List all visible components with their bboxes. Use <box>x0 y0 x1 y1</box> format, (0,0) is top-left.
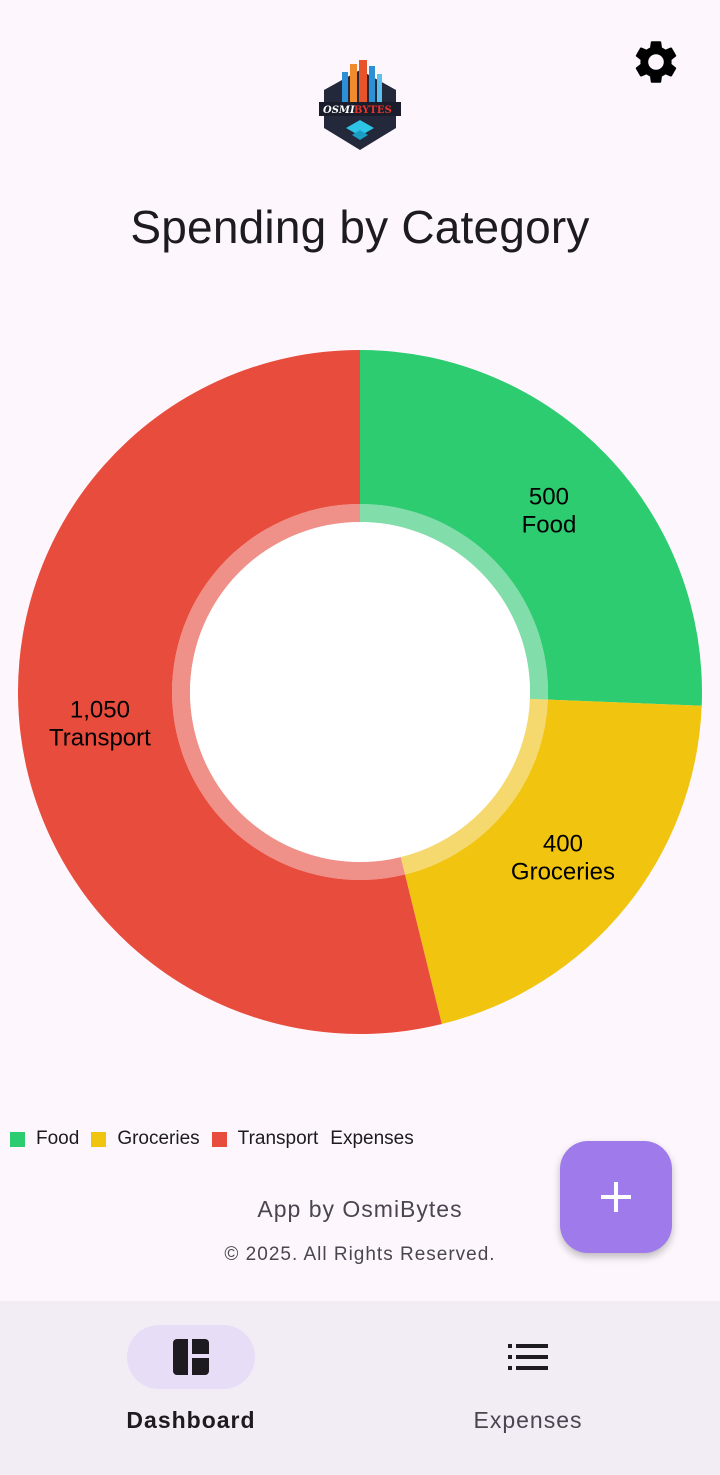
slice-inner-ring-groceries <box>400 698 548 875</box>
app-logo: OSMI BYTES <box>316 58 404 152</box>
bottom-navigation: Dashboard Expenses <box>0 1301 720 1475</box>
list-icon <box>508 1344 548 1370</box>
legend-item-food: Food <box>10 1128 79 1150</box>
plus-icon <box>601 1182 631 1212</box>
legend-label-food: Food <box>36 1128 80 1149</box>
app-credit: App by OsmiBytes <box>257 1196 463 1222</box>
slice-inner-ring-food <box>360 504 548 700</box>
nav-item-expenses[interactable]: Expenses <box>348 1301 708 1475</box>
page-title: Spending by Category <box>130 201 590 253</box>
slice-category-groceries: Groceries <box>511 859 615 886</box>
add-expense-button[interactable] <box>560 1141 672 1253</box>
slice-groceries <box>404 699 702 1025</box>
chart-legend: Food Groceries Transport Expenses <box>10 1128 414 1150</box>
svg-text:OSMI: OSMI <box>323 105 355 116</box>
legend-item-groceries: Groceries <box>91 1128 200 1150</box>
legend-label-transport: Transport <box>237 1128 319 1149</box>
slice-value-food: 500 <box>529 484 569 511</box>
slice-category-food: Food <box>522 512 577 539</box>
nav-label-dashboard: Dashboard <box>126 1407 256 1433</box>
dashboard-icon <box>173 1339 209 1375</box>
nav-indicator-expenses <box>464 1325 592 1389</box>
legend-swatch-groceries <box>91 1131 107 1147</box>
gear-icon <box>635 41 677 83</box>
legend-swatch-transport <box>211 1131 227 1147</box>
slice-label-food: 500 Food <box>522 484 577 539</box>
legend-swatch-food <box>10 1131 25 1147</box>
spending-donut-chart: 500 Food 400 Groceries 1,050 Transport <box>17 350 702 1034</box>
slice-value-transport: 1,050 <box>70 697 130 724</box>
slice-transport <box>17 350 442 1034</box>
nav-label-expenses: Expenses <box>473 1407 583 1433</box>
slice-label-groceries: 400 Groceries <box>511 831 615 886</box>
legend-description: Expenses <box>330 1128 414 1149</box>
settings-button[interactable] <box>620 28 692 96</box>
slice-category-transport: Transport <box>49 725 151 752</box>
donut-hole <box>190 522 530 862</box>
svg-text:BYTES: BYTES <box>354 105 392 116</box>
nav-indicator <box>127 1325 255 1389</box>
legend-label-groceries: Groceries <box>117 1128 200 1149</box>
copyright-text: © 2025. All Rights Reserved. <box>224 1244 496 1265</box>
legend-item-transport: Transport <box>211 1128 319 1150</box>
slice-food <box>360 350 702 706</box>
slice-value-groceries: 400 <box>543 831 583 858</box>
slice-label-transport: 1,050 Transport <box>49 697 151 752</box>
nav-item-dashboard[interactable]: Dashboard <box>11 1301 371 1475</box>
